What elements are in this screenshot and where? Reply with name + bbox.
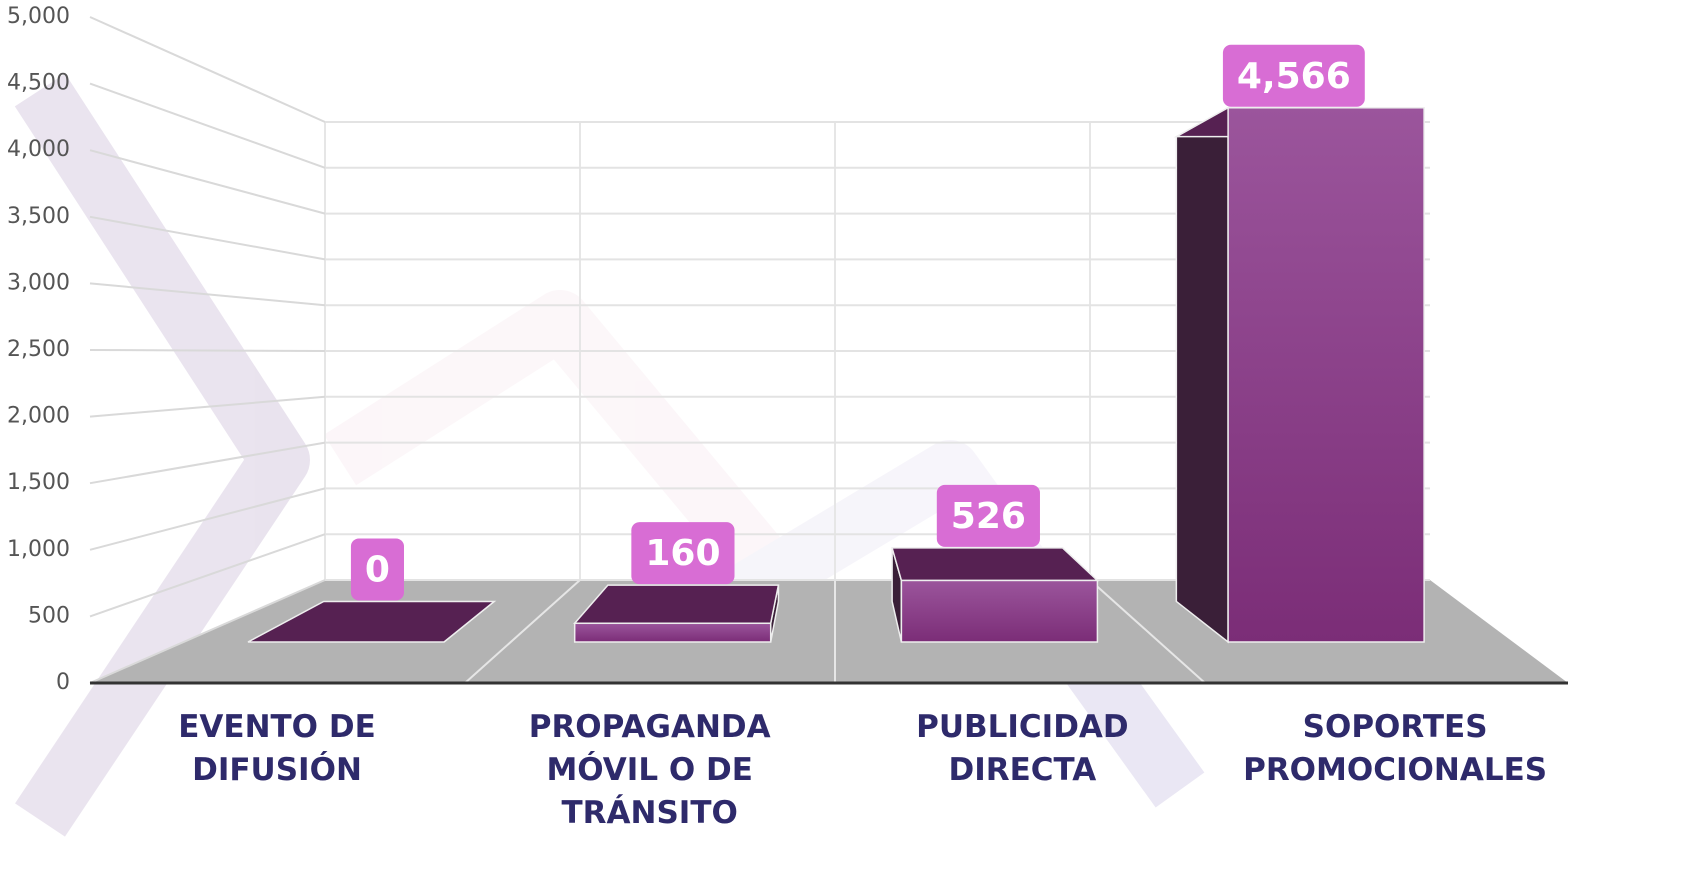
y-tick-label: 2,500 xyxy=(7,337,70,362)
y-tick-label: 3,500 xyxy=(7,204,70,229)
grid-line xyxy=(89,82,326,169)
grid-line xyxy=(89,579,326,684)
grid-line xyxy=(89,16,326,123)
value-label-box xyxy=(1222,44,1365,107)
value-label: 4,566 xyxy=(1237,56,1351,97)
grid-line xyxy=(89,395,326,418)
y-tick-label: 3,000 xyxy=(7,270,70,295)
x-tick-label: PROPAGANDA MÓVIL O DE TRÁNSITO xyxy=(528,709,771,831)
value-label: 526 xyxy=(951,496,1026,537)
grid-line xyxy=(89,441,326,485)
grid-line xyxy=(89,533,326,618)
y-tick-label: 4,000 xyxy=(7,137,70,162)
bar-front xyxy=(900,579,1099,643)
value-label-box xyxy=(631,522,735,585)
x-tick-label: PUBLICIDAD DIRECTA xyxy=(916,709,1129,788)
value-label: 160 xyxy=(645,533,720,574)
value-label: 0 xyxy=(365,549,390,590)
y-tick-label: 500 xyxy=(28,603,70,628)
y-tick-label: 1,500 xyxy=(7,470,70,495)
bar-top xyxy=(891,547,1100,582)
grid-line xyxy=(89,215,326,261)
y-tick-label: 0 xyxy=(56,670,70,695)
y-tick-label: 2,000 xyxy=(7,404,70,429)
bar xyxy=(1173,106,1425,644)
grid-line xyxy=(89,487,326,551)
bar-top xyxy=(573,584,780,625)
grid-line xyxy=(89,149,326,215)
y-tick-label: 5,000 xyxy=(7,4,70,29)
bar xyxy=(247,600,497,643)
grid-line xyxy=(89,349,326,352)
y-tick-label: 4,500 xyxy=(7,71,70,96)
bar xyxy=(891,547,1100,643)
x-tick-label: SOPORTES PROMOCIONALES xyxy=(1243,709,1548,788)
value-label-box xyxy=(350,538,404,601)
y-tick-label: 1,000 xyxy=(7,537,70,562)
bar-side xyxy=(1175,106,1229,644)
bar-top xyxy=(247,600,497,643)
value-label-box xyxy=(936,484,1040,547)
x-tick-label: EVENTO DE DIFUSIÓN xyxy=(178,709,376,788)
grid-line xyxy=(89,282,326,307)
bar-front xyxy=(573,622,772,643)
bar xyxy=(573,584,780,643)
bar-front xyxy=(1227,107,1425,643)
